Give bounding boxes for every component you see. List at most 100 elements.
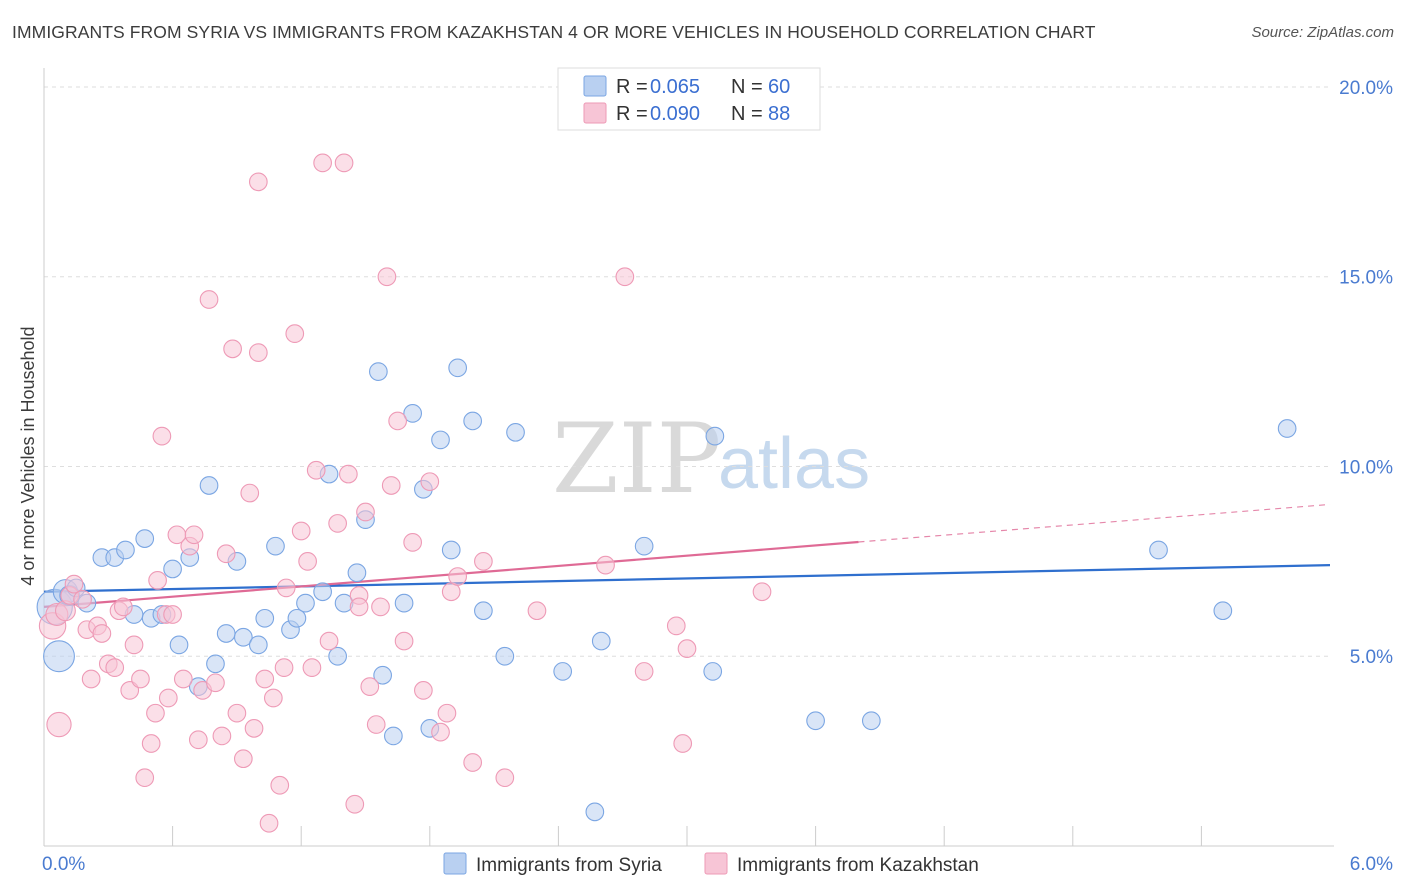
data-point xyxy=(319,631,339,651)
data-point xyxy=(394,631,414,651)
data-point xyxy=(328,646,347,666)
data-point xyxy=(135,529,155,548)
legend-r-value-syria: 0.065 xyxy=(650,76,700,98)
data-point xyxy=(585,802,605,822)
data-point xyxy=(634,662,654,681)
data-point xyxy=(296,593,315,613)
data-point xyxy=(806,711,825,731)
legend-r-label-syria: R = xyxy=(616,76,648,98)
data-point xyxy=(135,768,155,788)
legend-swatch-kazakhstan xyxy=(583,102,607,124)
data-point xyxy=(334,153,354,173)
series-swatch-syria xyxy=(443,852,467,875)
data-point xyxy=(206,673,225,693)
data-point xyxy=(752,582,772,602)
series-label-kazakhstan: Immigrants from Kazakhstan xyxy=(737,855,979,876)
data-point xyxy=(394,593,414,613)
y-tick-labels: 5.0% 10.0% 15.0% 20.0% xyxy=(1339,78,1393,668)
data-point xyxy=(666,616,686,636)
data-point xyxy=(677,639,697,659)
data-point xyxy=(276,578,296,598)
data-point xyxy=(448,358,468,378)
data-point xyxy=(369,362,388,381)
data-point xyxy=(591,631,611,651)
x-minor-ticks xyxy=(172,826,1202,846)
data-point xyxy=(105,658,125,677)
data-point xyxy=(199,476,219,495)
series-legend: Immigrants from Syria Immigrants from Ka… xyxy=(443,852,979,876)
data-point xyxy=(339,464,358,484)
data-point xyxy=(861,711,881,731)
data-point xyxy=(313,582,332,602)
data-point xyxy=(495,768,515,788)
data-point xyxy=(371,597,390,617)
data-point xyxy=(437,703,457,723)
data-point xyxy=(152,426,172,446)
x-tick-label: 6.0% xyxy=(1350,854,1393,875)
data-point xyxy=(81,669,101,689)
data-point xyxy=(120,681,140,700)
legend-swatch-syria xyxy=(583,75,607,97)
data-point xyxy=(495,646,515,666)
data-point xyxy=(274,658,294,677)
data-point xyxy=(248,343,268,362)
data-point xyxy=(360,677,380,696)
data-point xyxy=(92,624,112,643)
y-tick-label: 5.0% xyxy=(1350,647,1393,668)
data-point xyxy=(420,472,440,492)
data-point xyxy=(287,608,307,628)
data-point xyxy=(206,654,225,674)
axes xyxy=(43,68,1334,847)
data-point xyxy=(356,502,375,522)
data-point xyxy=(291,521,311,541)
data-point xyxy=(403,533,423,552)
data-point xyxy=(43,640,75,673)
data-point xyxy=(212,726,232,746)
data-point xyxy=(634,536,654,556)
data-point xyxy=(255,669,275,689)
data-point xyxy=(705,426,725,446)
data-point xyxy=(345,794,365,814)
data-point xyxy=(463,411,483,431)
watermark-atlas: atlas xyxy=(718,424,870,504)
data-point xyxy=(163,605,182,624)
data-point xyxy=(463,753,483,772)
data-point xyxy=(366,715,386,734)
data-point xyxy=(377,267,397,287)
legend-r-value-kazakhstan: 0.090 xyxy=(650,103,700,125)
source-credit: Source: ZipAtlas.com xyxy=(1251,24,1394,41)
y-tick-label: 15.0% xyxy=(1339,268,1393,289)
data-point xyxy=(313,153,332,173)
data-point xyxy=(527,601,547,621)
data-point xyxy=(1213,601,1233,621)
data-point xyxy=(263,688,283,708)
data-point xyxy=(169,635,189,655)
data-point xyxy=(302,658,322,677)
data-point xyxy=(46,711,72,738)
data-point xyxy=(248,172,268,192)
data-point xyxy=(227,703,247,723)
data-point xyxy=(431,722,450,742)
data-point xyxy=(373,665,392,685)
legend-n-value-kazakhstan: 88 xyxy=(768,103,790,125)
data-point xyxy=(188,730,208,750)
data-point xyxy=(474,601,493,621)
data-point xyxy=(403,404,423,423)
data-point xyxy=(673,734,693,753)
data-point xyxy=(146,703,165,723)
data-point xyxy=(141,734,161,753)
data-point xyxy=(347,563,367,583)
data-point xyxy=(216,624,236,643)
data-point xyxy=(240,483,260,503)
series-label-syria: Immigrants from Syria xyxy=(476,855,662,876)
data-point xyxy=(255,608,275,628)
data-point xyxy=(124,635,144,655)
data-point xyxy=(199,290,219,309)
x-tick-labels: 0.0% 6.0% xyxy=(42,854,1393,875)
legend-n-label-kazakhstan: N = xyxy=(731,103,763,125)
data-point xyxy=(233,749,253,769)
data-point xyxy=(248,635,268,655)
data-point xyxy=(328,514,347,533)
legend-n-value-syria: 60 xyxy=(768,76,790,98)
